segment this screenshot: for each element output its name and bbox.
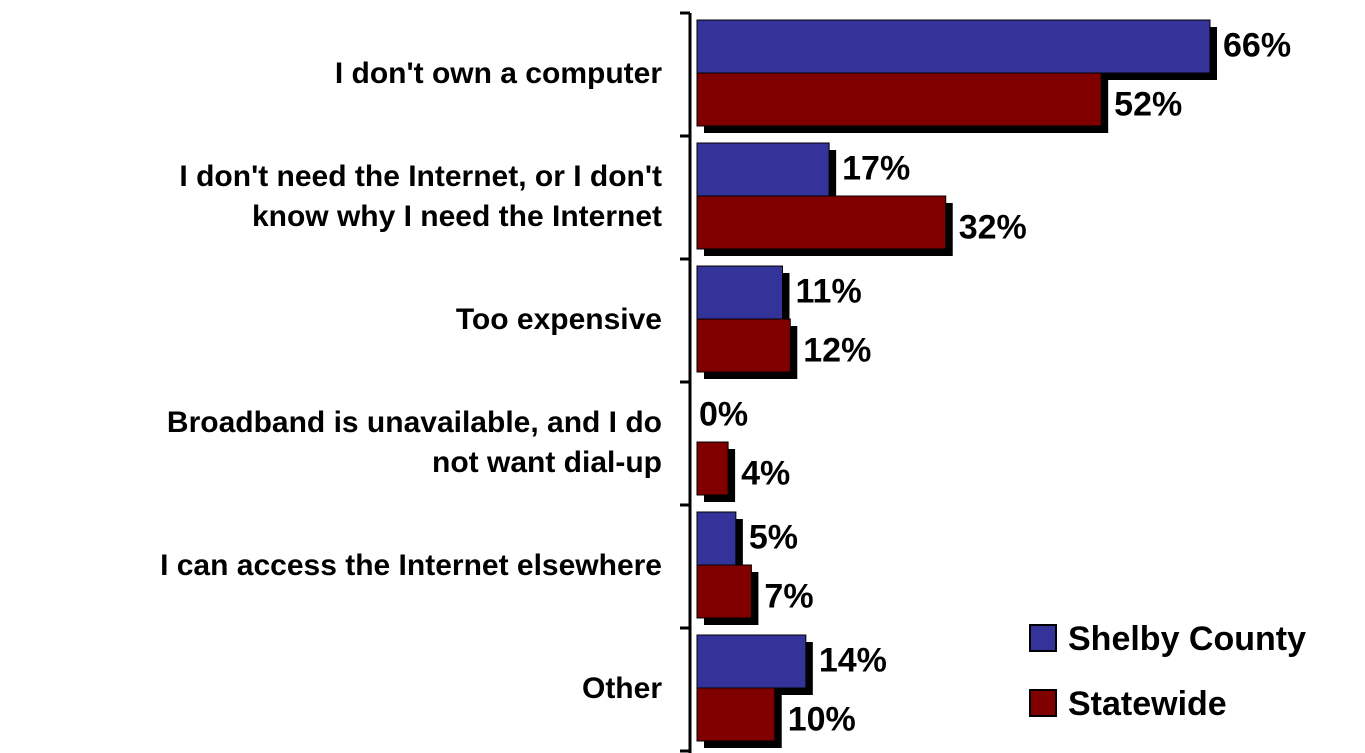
bar: [696, 564, 752, 619]
legend-label: Shelby County: [1068, 620, 1306, 658]
value-label: 17%: [842, 150, 910, 188]
bar: [696, 318, 791, 373]
legend-swatch: [1029, 624, 1057, 652]
category-label: Broadband is unavailable, and I do not wa…: [167, 406, 662, 479]
bar: [696, 511, 737, 566]
value-label: 5%: [749, 519, 798, 557]
value-label: 0%: [699, 396, 748, 434]
bar: [696, 142, 830, 197]
value-label: 32%: [959, 209, 1027, 247]
value-label: 14%: [819, 642, 887, 680]
bar: [696, 195, 947, 250]
legend-swatch: [1029, 689, 1057, 717]
value-label: 52%: [1114, 86, 1182, 124]
category-label: I don't own a computer: [335, 57, 662, 90]
legend-label: Statewide: [1068, 685, 1227, 723]
legend: Shelby County Statewide: [1029, 620, 1306, 723]
value-label: 7%: [764, 578, 813, 616]
bar: [696, 19, 1211, 74]
category-axis: [680, 11, 692, 753]
value-label: 12%: [803, 332, 871, 370]
value-label: 4%: [741, 455, 790, 493]
bar: [696, 72, 1102, 127]
value-labels: 66% 52% 17% 32% 11% 12% 0% 4% 5% 7%14% 10%: [699, 27, 1291, 739]
category-label: I can access the Internet elsewhere: [160, 549, 662, 582]
bars: [696, 19, 1217, 748]
bar: [696, 634, 807, 689]
value-label: 10%: [788, 701, 856, 739]
bar: [696, 441, 729, 496]
bar: [696, 265, 783, 320]
value-label: 66%: [1223, 27, 1291, 65]
category-label: I don't need the Internet, or I don't kno…: [179, 160, 662, 233]
category-label: Other: [582, 672, 662, 705]
value-label: 11%: [796, 273, 862, 311]
category-labels: I don't own a computer I don't need the I…: [160, 57, 662, 705]
bar: [696, 687, 776, 742]
category-label: Too expensive: [456, 303, 662, 336]
